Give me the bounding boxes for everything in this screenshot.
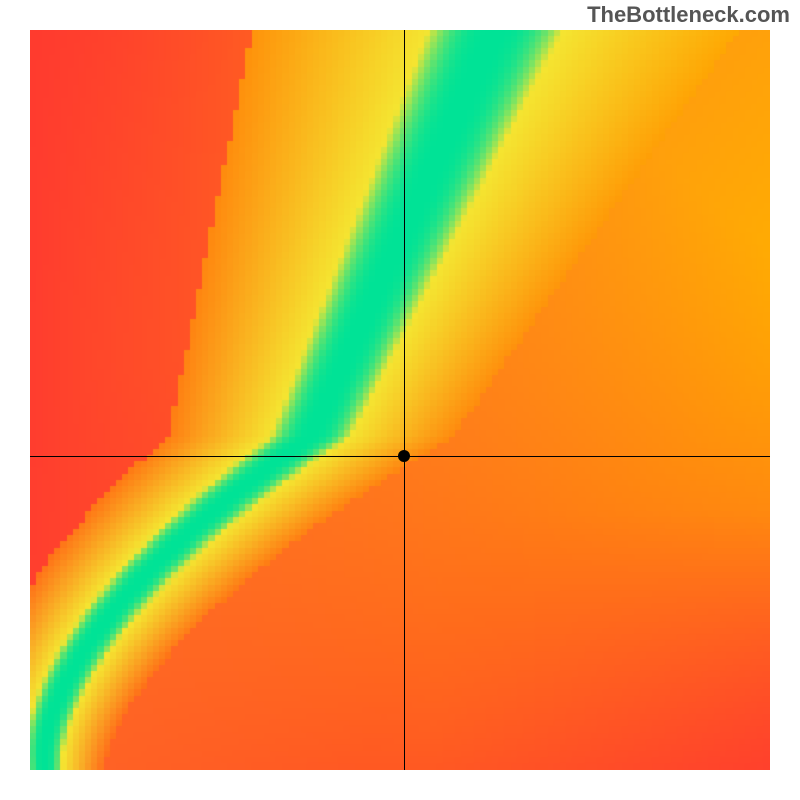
crosshair-point bbox=[398, 450, 410, 462]
bottleneck-heatmap-plot bbox=[30, 30, 770, 770]
crosshair-vertical bbox=[404, 30, 405, 770]
heatmap-canvas bbox=[30, 30, 770, 770]
watermark-text: TheBottleneck.com bbox=[587, 2, 790, 28]
